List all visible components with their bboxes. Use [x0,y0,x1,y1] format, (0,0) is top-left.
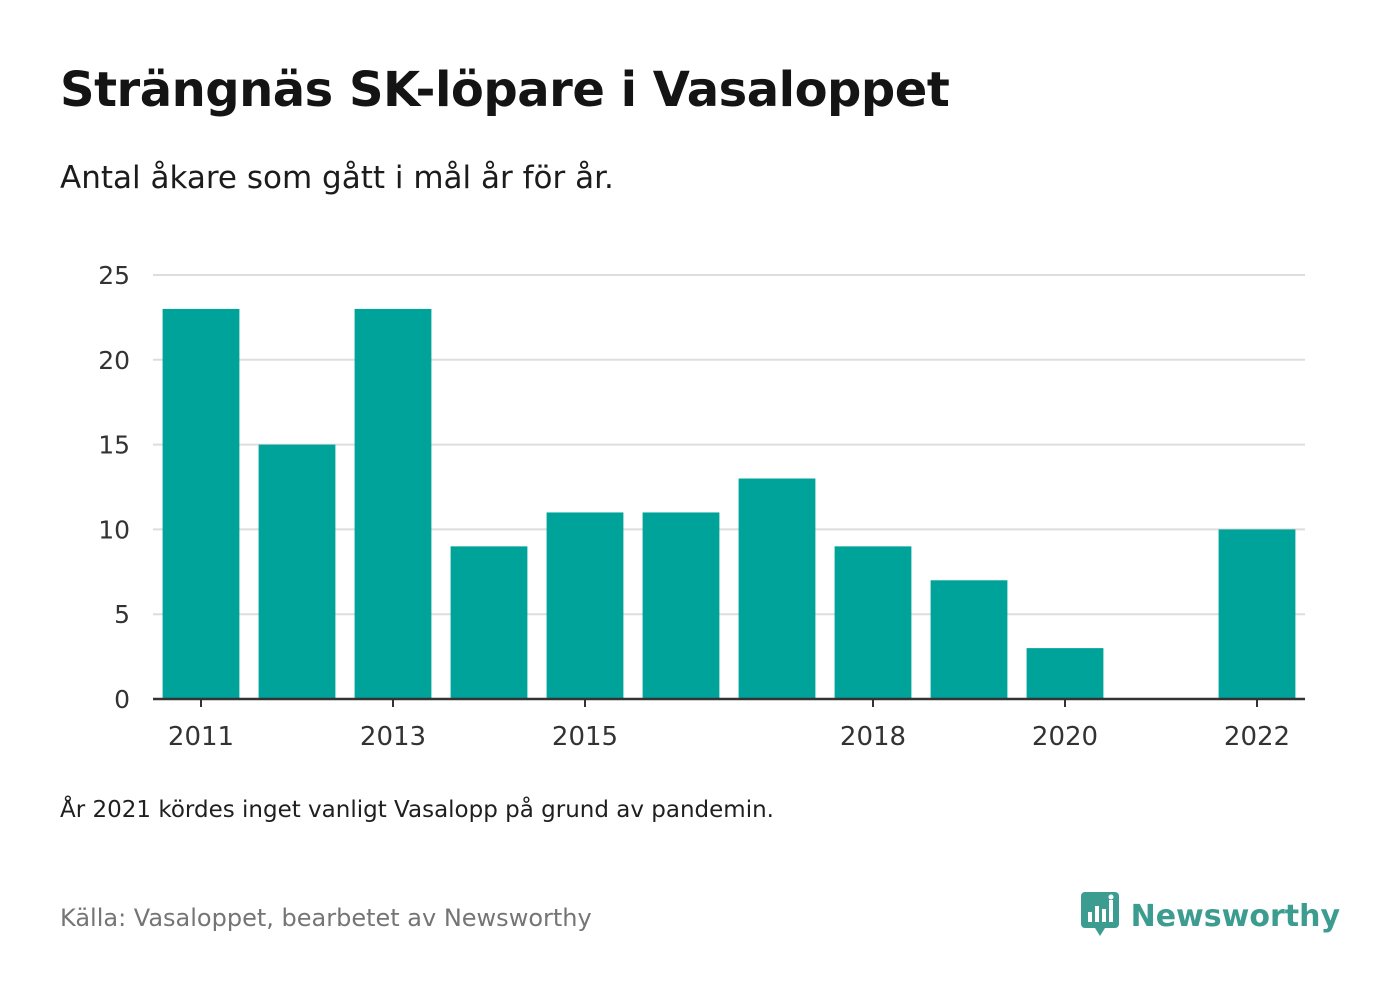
bar-2014 [450,546,528,699]
y-tick-label: 15 [98,431,130,460]
y-tick-label: 25 [98,261,130,290]
footnote: År 2021 kördes inget vanligt Vasalopp på… [60,797,774,823]
bar-2018 [834,546,912,699]
x-tick-label: 2015 [552,722,618,752]
brand-name: Newsworthy [1130,898,1340,934]
bar-2017 [738,478,816,699]
x-tick-labels: 2011 2013 2015 2018 2020 2022 [168,722,1290,752]
x-tick-label: 2011 [168,722,234,752]
y-tick-label: 20 [98,346,130,375]
bar-2016 [642,512,720,699]
y-tick-label: 5 [114,600,130,629]
chart-title: Strängnäs SK-löpare i Vasaloppet [60,62,950,118]
bar-chart: 0 5 10 15 20 25 2011 2013 2015 2018 2020 2022 [98,261,1305,752]
bar-2012 [258,444,336,699]
bar-2022 [1218,529,1296,699]
x-tick-label: 2020 [1032,722,1098,752]
x-axis [153,697,1305,707]
x-tick-label: 2022 [1224,722,1290,752]
x-tick-label: 2018 [840,722,906,752]
bar-2020 [1026,648,1104,699]
x-tick-label: 2013 [360,722,426,752]
bar-2015 [546,512,624,699]
bar-2013 [354,308,432,699]
brand-logo: Newsworthy [1079,890,1340,942]
y-tick-label: 10 [98,515,130,544]
source-credit: Källa: Vasaloppet, bearbetet av Newswort… [60,904,592,932]
chart-subtitle: Antal åkare som gått i mål år för år. [60,160,614,196]
y-tick-label: 0 [114,685,130,714]
newsworthy-logo-icon [1079,890,1121,942]
grid-lines [153,274,1305,616]
bar-2011 [162,308,240,699]
y-tick-labels: 0 5 10 15 20 25 [98,261,130,714]
bar-2019 [930,580,1008,699]
bars [162,308,1296,699]
